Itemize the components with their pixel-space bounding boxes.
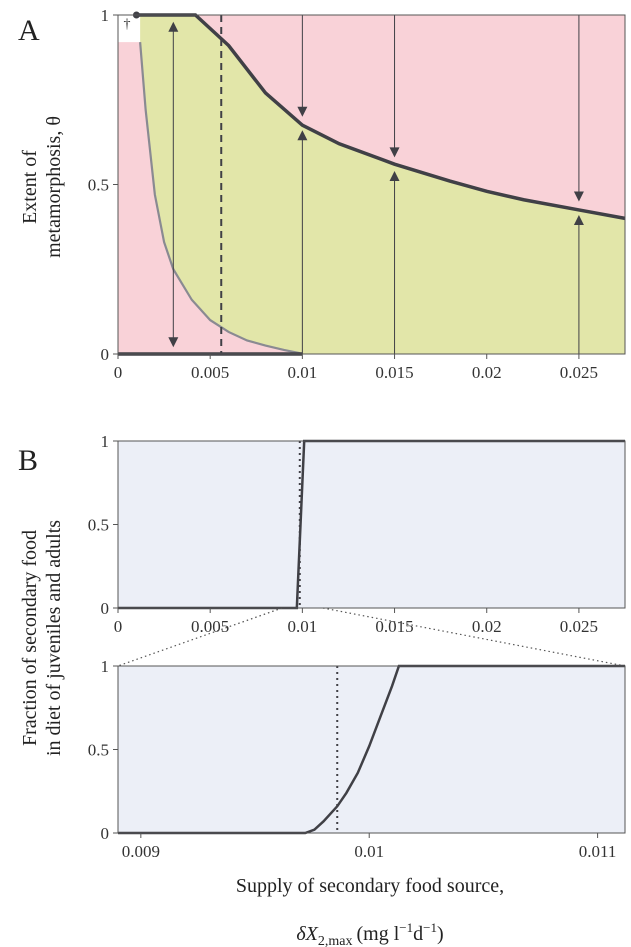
panel-b-ylabel-line2: in diet of juveniles and adults bbox=[43, 520, 65, 756]
arrow-head bbox=[573, 215, 584, 226]
xlabel-exp2: −1 bbox=[423, 920, 437, 935]
arrow-head bbox=[168, 21, 179, 32]
xlabel-units-close: ) bbox=[437, 923, 444, 945]
panel-b-top-ytick-label: 0 bbox=[101, 599, 110, 618]
xlabel-exp1: −1 bbox=[399, 920, 413, 935]
panel-b: B Fraction of secondary food in diet of … bbox=[18, 432, 626, 861]
panel-b-top-xtick-label: 0.005 bbox=[191, 617, 229, 636]
zoom-connector-lines bbox=[117, 607, 626, 667]
panel-b-top-ytick-label: 0.5 bbox=[88, 516, 109, 535]
open-region bbox=[118, 15, 141, 43]
panel-a-xtick-label: 0.02 bbox=[472, 363, 502, 382]
panel-a-xtick-label: 0.01 bbox=[287, 363, 317, 382]
panel-a-xtick-label: 0.015 bbox=[375, 363, 413, 382]
panel-b-zoom-background bbox=[118, 666, 625, 833]
panel-b-zoom-curve bbox=[118, 664, 625, 835]
xlabel-subscript: 2,max bbox=[318, 934, 353, 947]
panel-b-top-background bbox=[118, 441, 625, 608]
arrow-head bbox=[573, 191, 584, 202]
upper-equilibrium-curve bbox=[136, 13, 626, 221]
panel-b-top-xtick-label: 0 bbox=[114, 617, 123, 636]
panel-b-zoom-xtick-label: 0.01 bbox=[354, 842, 384, 861]
zoom-line-left bbox=[117, 607, 283, 667]
panel-b-top-plot bbox=[118, 439, 625, 610]
dagger-label: † bbox=[124, 17, 131, 32]
arrow-head bbox=[168, 337, 179, 348]
panel-a-letter: A bbox=[18, 14, 40, 47]
panel-b-ylabel-line1: Fraction of secondary food bbox=[19, 530, 41, 746]
panel-a-ytick-label: 0 bbox=[101, 345, 110, 364]
panel-b-top-ytick-label: 1 bbox=[101, 432, 110, 451]
panel-b-top-axes: 0 0.005 0.01 0.015 0.02 0.025 0 0.5 1 bbox=[88, 432, 626, 636]
xlabel-symbol: δX bbox=[296, 923, 318, 945]
panel-b-zoom-xtick-label: 0.009 bbox=[122, 842, 160, 861]
panel-a-plot bbox=[118, 11, 626, 356]
arrow-head bbox=[297, 106, 308, 117]
panel-b-top-xtick-label: 0.015 bbox=[375, 617, 413, 636]
panel-a-ytick-label: 0.5 bbox=[88, 176, 109, 195]
panel-a-xtick-label: 0 bbox=[114, 363, 123, 382]
panel-b-top-xtick-label: 0.025 bbox=[560, 617, 598, 636]
panel-a-ytick-label: 1 bbox=[101, 6, 110, 25]
panel-a-xtick-label: 0.005 bbox=[191, 363, 229, 382]
arrow-head bbox=[389, 147, 400, 158]
feasible-region bbox=[136, 15, 625, 354]
xlabel-line2: δX2,max (mg l−1d−1) bbox=[296, 920, 443, 947]
panel-b-top-xtick-label: 0.02 bbox=[472, 617, 502, 636]
lower-threshold-curve bbox=[139, 42, 303, 356]
panel-a: A Extent of metamorphosis, θ 0 0.005 0.01 0… bbox=[18, 6, 626, 382]
panel-a-ylabel-line2: metamorphosis, θ bbox=[43, 116, 65, 258]
panel-b-zoom-ytick-label: 1 bbox=[101, 657, 110, 676]
panel-b-zoom-ytick-label: 0 bbox=[101, 824, 110, 843]
panel-b-zoom-axes: 0.009 0.01 0.011 0 0.5 1 bbox=[88, 657, 626, 861]
panel-b-zoom-ytick-label: 0.5 bbox=[88, 741, 109, 760]
panel-b-top-xtick-label: 0.01 bbox=[287, 617, 317, 636]
panel-a-xtick-label: 0.025 bbox=[560, 363, 598, 382]
xlabel-units-mid: d bbox=[413, 923, 423, 945]
panel-a-axes: 0 0.005 0.01 0.015 0.02 0.025 0 0.5 1 bbox=[88, 6, 626, 382]
panel-b-zoom-xtick-label: 0.011 bbox=[579, 842, 617, 861]
xlabel-line1: Supply of secondary food source, bbox=[236, 875, 504, 897]
xlabel-units-open: (mg l bbox=[356, 923, 399, 945]
arrow-head bbox=[389, 170, 400, 181]
zoom-line-right bbox=[322, 607, 626, 667]
panel-b-zoom-plot bbox=[118, 664, 625, 835]
panel-b-letter: B bbox=[18, 444, 38, 477]
panel-a-ylabel-line1: Extent of bbox=[19, 150, 41, 224]
arrow-head bbox=[297, 130, 308, 141]
